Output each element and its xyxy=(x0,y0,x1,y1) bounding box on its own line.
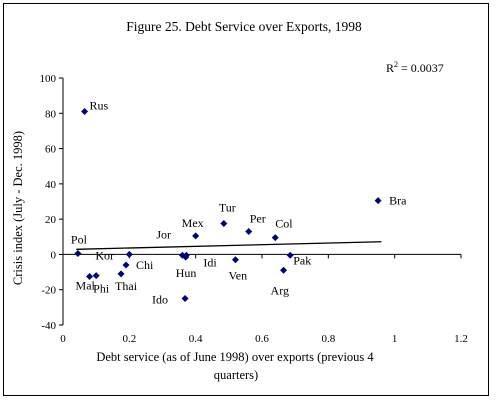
point-label-kor: Kor xyxy=(95,248,114,262)
point-label-ido: Ido xyxy=(152,293,168,307)
x-tick-label: 1.2 xyxy=(454,333,468,345)
point-label-jor: Jor xyxy=(156,227,171,241)
r2-annotation: R2 = 0.0037 xyxy=(386,60,444,75)
data-point-tur xyxy=(220,220,228,228)
data-point-pak xyxy=(286,251,294,259)
data-point-ven xyxy=(231,256,239,264)
data-point-chi xyxy=(122,261,130,269)
data-point-mal xyxy=(86,272,94,280)
point-label-rus: Rus xyxy=(90,99,109,113)
point-label-arg: Arg xyxy=(271,283,289,297)
point-label-idi: Idi xyxy=(203,255,217,269)
data-point-col xyxy=(271,234,279,242)
data-point-kor xyxy=(125,250,133,258)
data-point-pol xyxy=(74,250,82,258)
point-label-ven: Ven xyxy=(228,269,247,283)
data-point-ido xyxy=(181,295,189,303)
point-label-bra: Bra xyxy=(389,194,407,208)
x-tick-label: 0.6 xyxy=(255,333,269,345)
data-point-phi xyxy=(92,272,100,280)
data-point-per xyxy=(245,227,253,235)
data-point-bra xyxy=(374,197,382,205)
y-tick-label: 20 xyxy=(45,214,57,226)
point-label-thai: Thai xyxy=(115,279,138,293)
x-tick-label: 0.2 xyxy=(122,333,136,345)
x-tick-label: 0.8 xyxy=(321,333,335,345)
point-label-phi: Phi xyxy=(93,282,110,296)
axes: 100 80 60 40 20 0 -20 -40 0 0.2 0.4 0.6 0.8 1 1.2 xyxy=(40,73,468,345)
trendline-group xyxy=(76,241,382,250)
data-point-idi xyxy=(182,251,190,259)
y-tick-label: 0 xyxy=(51,249,57,261)
chart-frame: Figure 25. Debt Service over Exports, 19… xyxy=(3,3,489,396)
y-tick-label: 80 xyxy=(45,108,57,120)
y-tick-label: -20 xyxy=(41,285,56,297)
data-point-rus xyxy=(81,108,89,116)
point-label-mex: Mex xyxy=(182,216,204,230)
point-label-tur: Tur xyxy=(219,201,236,215)
x-axis-label-line2: quarters) xyxy=(214,368,258,382)
x-tick-label: 0.4 xyxy=(189,333,203,345)
point-label-pak: Pak xyxy=(293,253,311,267)
y-axis-label: Crisis index (July - Dec. 1998) xyxy=(11,131,25,285)
data-point-thai xyxy=(117,270,125,278)
r2-prefix: R xyxy=(386,61,394,75)
data-point-jor xyxy=(178,251,186,259)
chart-title: Figure 25. Debt Service over Exports, 19… xyxy=(126,19,362,34)
y-tick-label: 100 xyxy=(40,73,57,85)
trendline xyxy=(76,241,382,250)
point-label-pol: Pol xyxy=(71,233,88,247)
x-axis-label-line1: Debt service (as of June 1998) over expo… xyxy=(96,350,374,364)
x-tick-label: 1 xyxy=(392,333,398,345)
point-label-hun: Hun xyxy=(176,266,197,280)
y-tick-label: 60 xyxy=(45,144,57,156)
x-tick-label: 0 xyxy=(60,333,66,345)
point-label-per: Per xyxy=(250,211,266,225)
y-tick-label: -40 xyxy=(41,320,56,332)
r2-superscript: 2 xyxy=(394,60,398,69)
y-tick-label: 40 xyxy=(45,179,57,191)
point-label-chi: Chi xyxy=(136,258,154,272)
point-label-mal: Mal xyxy=(76,278,96,292)
scatter-chart: Figure 25. Debt Service over Exports, 19… xyxy=(11,19,468,382)
data-point-mex xyxy=(192,232,200,240)
r2-value: = 0.0037 xyxy=(398,61,444,75)
point-label-col: Col xyxy=(275,217,293,231)
data-point-arg xyxy=(280,266,288,274)
